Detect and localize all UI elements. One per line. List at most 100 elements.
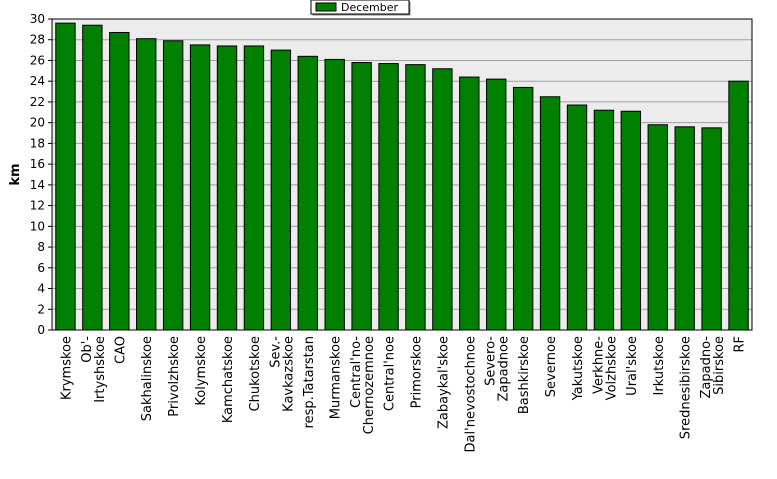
x-tick-label: Sakhalinskoe — [140, 336, 155, 421]
x-tick-label-line: Kamchatskoe — [221, 336, 236, 423]
x-tick-label-line: Volzhskoe — [604, 336, 619, 400]
x-tick-label: Irkutskoe — [652, 336, 667, 395]
y-tick-label: 24 — [30, 74, 45, 88]
y-tick-label: 28 — [30, 33, 45, 47]
x-tick-label-line: CAO — [113, 336, 128, 364]
bar-22 — [620, 110, 642, 331]
bar-17 — [486, 78, 507, 331]
x-tick-label-line: Severo- — [484, 336, 499, 386]
y-axis-label: km — [8, 163, 23, 185]
y-tick-label: 30 — [30, 12, 45, 26]
bar-18 — [512, 86, 534, 331]
x-tick-label-line: Zapadnoe — [497, 336, 512, 402]
x-tick-label-line: Ural'skoe — [625, 336, 640, 396]
x-tick-label-line: Severnoe — [544, 336, 559, 397]
x-tick-label-line: Ob'- — [80, 336, 95, 363]
y-tick-label: 4 — [37, 282, 45, 296]
x-tick-label: Privolzhskoe — [167, 336, 182, 417]
plot-frame — [51, 18, 753, 331]
x-tick-label: Murmanskoe — [329, 336, 344, 419]
bar-1 — [55, 22, 76, 331]
bar-19 — [539, 96, 561, 331]
y-tick-label: 2 — [37, 302, 45, 316]
bar-4 — [136, 38, 157, 331]
bar-21 — [593, 109, 615, 331]
x-tick-label-line: RF — [733, 336, 748, 353]
x-tick-label: Kolymskoe — [194, 336, 209, 406]
x-tick-label-line: Dal'nevostochnoe — [463, 336, 478, 452]
x-tick-label-line: Zapadno- — [699, 336, 714, 399]
y-tick-label: 16 — [30, 157, 45, 171]
x-tick-label-line: Sibirskoe — [712, 336, 727, 395]
x-tick-label: Bashkirskoe — [517, 336, 532, 414]
bar-26 — [728, 80, 749, 331]
bar-9 — [270, 49, 292, 331]
x-tick-label-line: Chernozemnoe — [362, 336, 377, 434]
x-tick-label-line: Chukotskoe — [248, 336, 263, 411]
x-tick-label-line: resp.Tatarstan — [302, 336, 317, 428]
x-tick-label-line: Sev.- — [268, 336, 283, 368]
x-tick-label: Central'no-Chernozemnoe — [349, 336, 377, 435]
y-tick-label: 20 — [30, 116, 45, 130]
x-tick-label-line: Irkutskoe — [652, 336, 667, 395]
bar-25 — [701, 127, 722, 331]
bar-16 — [459, 76, 480, 331]
x-tick-label: Yakutskoe — [571, 336, 586, 401]
bar-24 — [674, 126, 695, 331]
x-tick-label: Sev.-Kavkazskoe — [268, 336, 296, 412]
bar-6 — [189, 44, 211, 331]
x-tick-label: Primorskoe — [409, 336, 424, 408]
bar-7 — [216, 45, 238, 331]
x-tick-label: Severo-Zapadnoe — [484, 336, 512, 402]
x-tick-label: Krymskoe — [59, 336, 74, 400]
x-tick-label-line: Verkhne- — [591, 336, 606, 394]
x-tick-label-line: Central'no- — [349, 336, 364, 408]
x-tick-label: Zabaykal'skoe — [436, 336, 451, 429]
x-tick-label-line: Privolzhskoe — [167, 336, 182, 417]
bar-14 — [405, 64, 426, 331]
x-tick-label-line: Kolymskoe — [194, 336, 209, 406]
legend-label: December — [341, 1, 399, 14]
bar-3 — [109, 31, 130, 331]
bar-15 — [432, 68, 453, 331]
x-tick-label-line: Krymskoe — [59, 336, 74, 400]
bar-10 — [297, 55, 318, 331]
bar-5 — [162, 40, 184, 331]
x-tick-label-line: Zabaykal'skoe — [436, 336, 451, 429]
x-tick-label-line: Murmanskoe — [329, 336, 344, 419]
x-tick-label: Zapadno-Sibirskoe — [699, 336, 727, 399]
bar-12 — [351, 62, 372, 331]
y-tick-label: 14 — [30, 178, 45, 192]
x-tick-label-line: Sakhalinskoe — [140, 336, 155, 421]
bar-20 — [566, 104, 588, 331]
x-tick-label: Ural'skoe — [625, 336, 640, 396]
y-tick-label: 6 — [37, 261, 45, 275]
x-tick-label: Chukotskoe — [248, 336, 263, 411]
y-tick-label: 8 — [37, 240, 45, 254]
x-tick-label: Kamchatskoe — [221, 336, 236, 423]
x-tick-label: RF — [733, 336, 748, 353]
x-tick-label: resp.Tatarstan — [302, 336, 317, 428]
x-tick-label-line: Bashkirskoe — [517, 336, 532, 414]
x-tick-label-line: Primorskoe — [409, 336, 424, 408]
x-tick-label: Dal'nevostochnoe — [463, 336, 478, 452]
bar-8 — [243, 45, 265, 331]
y-tick-label: 22 — [30, 95, 45, 109]
bar-13 — [378, 63, 399, 331]
x-tick-label: Verkhne-Volzhskoe — [591, 336, 619, 401]
x-tick-label-line: Yakutskoe — [571, 336, 586, 401]
y-tick-label: 10 — [30, 219, 45, 233]
x-tick-label: Severnoe — [544, 336, 559, 397]
x-tick-label: Ob'-Irtyshskoe — [80, 336, 108, 403]
plot-area — [52, 19, 752, 330]
y-tick-label: 18 — [30, 136, 45, 150]
x-tick-label-line: Kavkazskoe — [281, 336, 296, 412]
legend-swatch — [315, 2, 337, 12]
bar-2 — [82, 24, 103, 331]
x-tick-label: Srednesibirskoe — [679, 336, 694, 439]
x-tick-label: CAO — [113, 336, 128, 364]
y-tick-label: 26 — [30, 53, 45, 67]
bar-23 — [647, 124, 668, 331]
